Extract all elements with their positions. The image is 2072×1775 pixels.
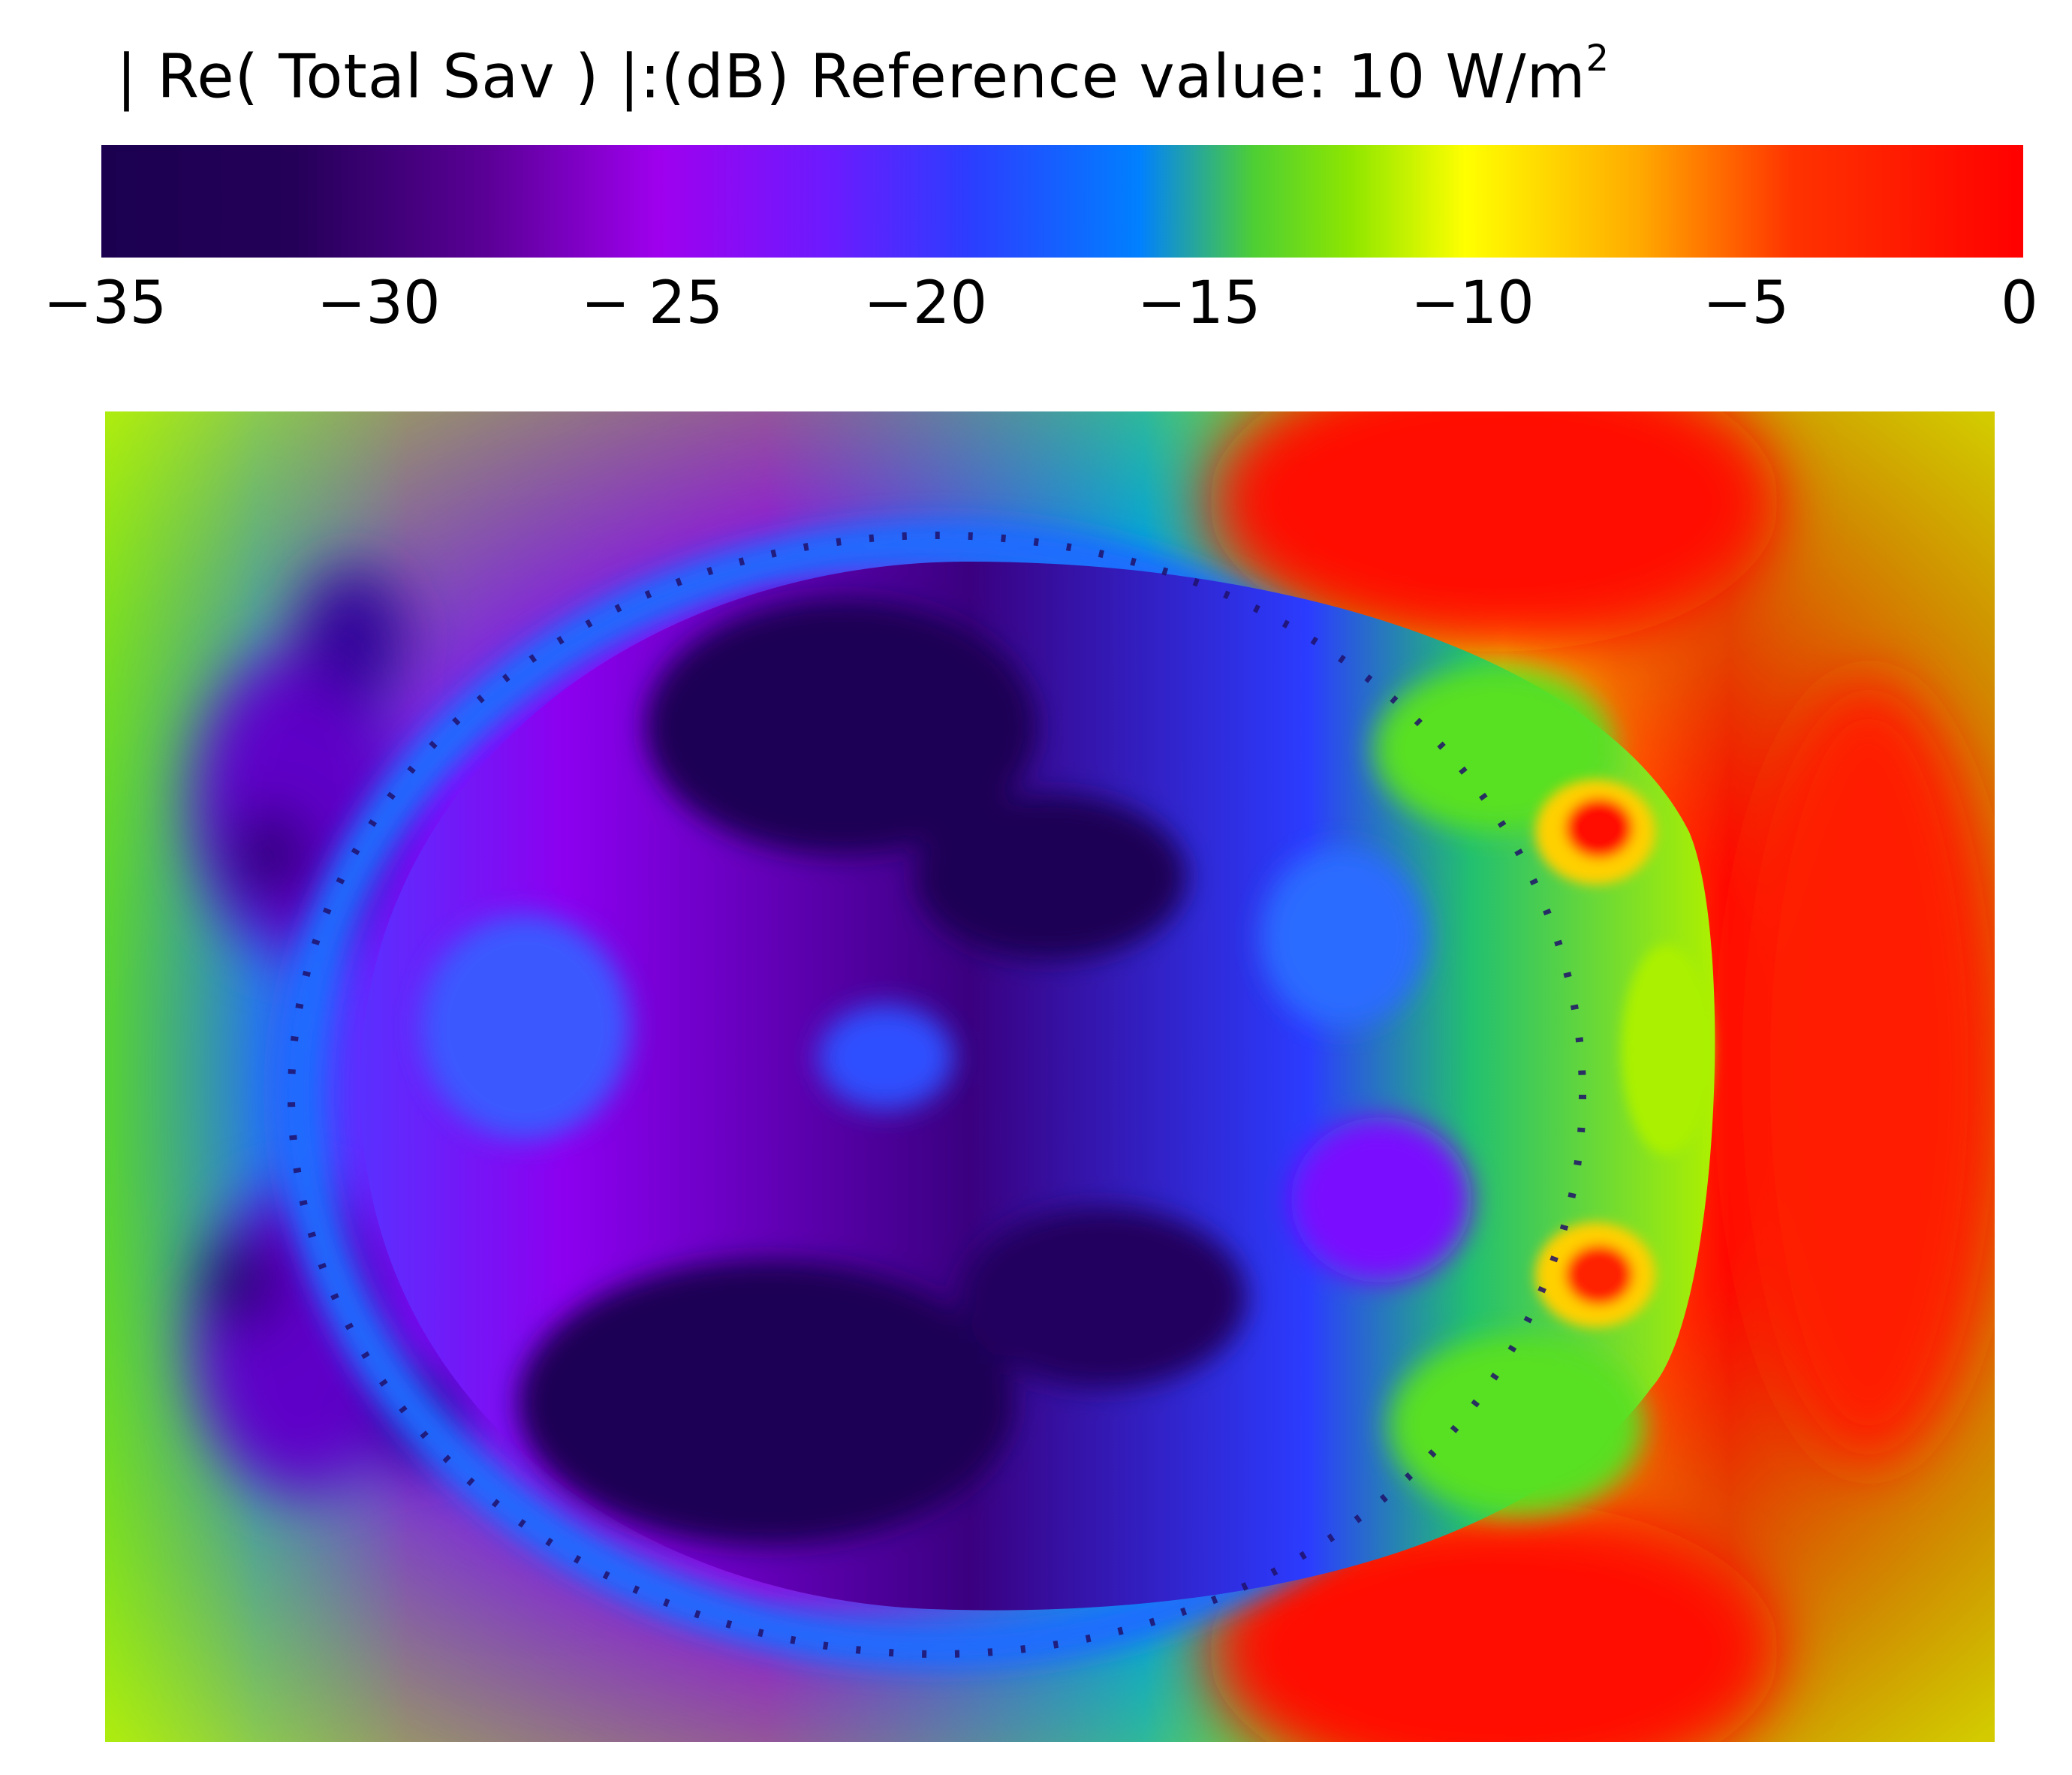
heatmap-plot [105,411,1995,1742]
head-internal-features [420,599,1644,1545]
colorbar-tick-label: − 25 [580,270,724,337]
colorbar-tick-label: −20 [863,270,988,337]
scalp-dotted-ring [288,532,1586,1658]
colorbar-tick-label: −30 [316,270,441,337]
colorbar-title: | Re( Total Sav ) |:(dB) Reference value… [116,41,1610,107]
colorbar-tick-label: 0 [2001,270,2038,337]
colorbar-tick-label: −15 [1137,270,1261,337]
colorbar-title-text: | Re( Total Sav ) |:(dB) Reference value… [116,41,1586,112]
colorbar-gradient [101,145,2023,258]
colorbar-tick-label: −10 [1411,270,1534,337]
colorbar-tick-label: −5 [1703,270,1790,337]
colorbar [101,145,2023,258]
frontal-hotspots [1535,779,1712,1327]
colorbar-title-superscript: 2 [1586,38,1610,80]
colorbar-tick-label: −35 [43,270,167,337]
